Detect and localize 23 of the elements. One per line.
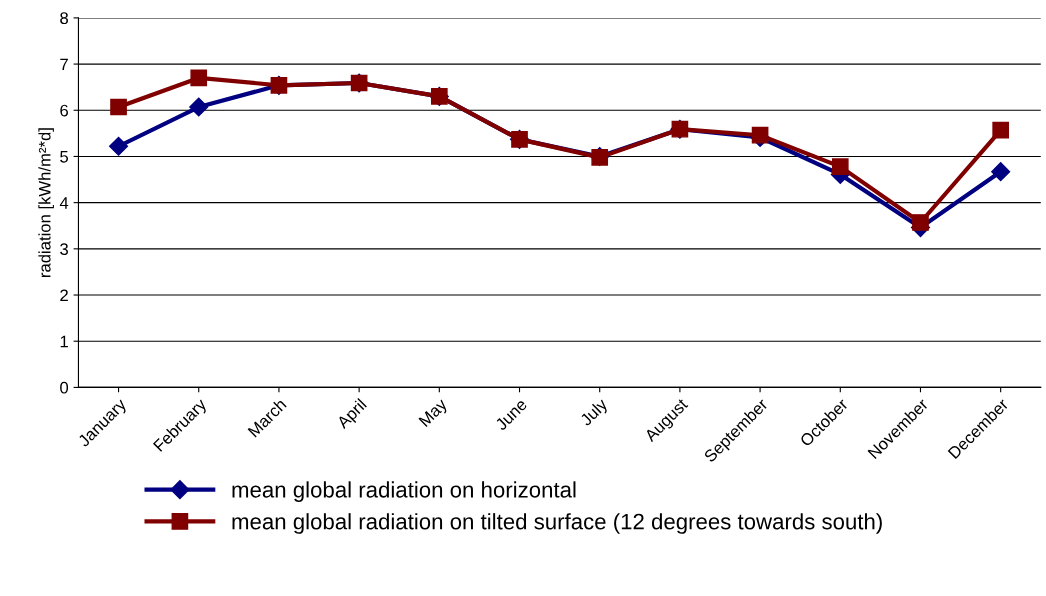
x-tick-label: July bbox=[578, 397, 611, 429]
y-tick-label: 7 bbox=[60, 58, 68, 71]
y-tick-label: 1 bbox=[60, 335, 68, 348]
point bbox=[110, 98, 127, 116]
legend-label: mean global radiation on tilted surface (12 degrees towards south) bbox=[232, 513, 882, 534]
point bbox=[109, 136, 129, 156]
y-tick-label: 4 bbox=[59, 197, 69, 209]
point bbox=[912, 214, 929, 231]
point bbox=[991, 162, 1011, 182]
y-tick-label: 8 bbox=[60, 12, 68, 25]
y-tick-label: 5 bbox=[60, 151, 69, 163]
y-tick-label: 3 bbox=[60, 243, 68, 256]
y-axis-title: radiation [kWh/m²*d] bbox=[38, 128, 54, 278]
point bbox=[189, 97, 209, 117]
point bbox=[831, 158, 849, 175]
legend-label: mean global radiation on horizontal bbox=[232, 481, 576, 503]
point bbox=[190, 69, 208, 87]
point bbox=[992, 121, 1010, 139]
y-tick-label: 2 bbox=[60, 289, 68, 302]
point bbox=[751, 126, 769, 144]
y-tick-label: 6 bbox=[60, 104, 68, 117]
y-tick-label: 0 bbox=[60, 381, 69, 394]
x-tick-label: May bbox=[418, 397, 451, 430]
